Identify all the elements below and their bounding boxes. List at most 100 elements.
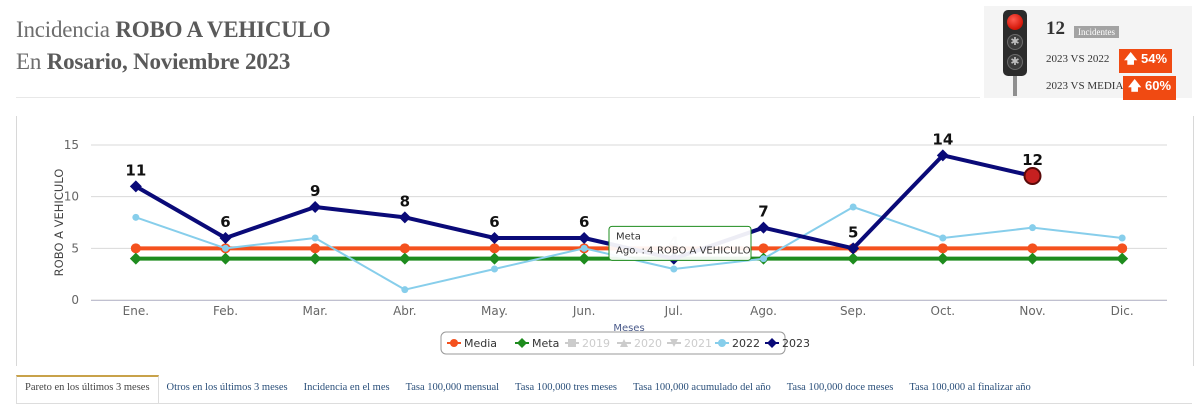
y-tick-label: 10 xyxy=(64,190,79,204)
highlighted-point xyxy=(1023,167,1042,185)
comparison-label-media: 2023 VS MEDIA xyxy=(1046,80,1124,92)
tooltip-title: Meta xyxy=(616,231,641,242)
chart-container: 0 5 10 15 Ene. Feb. Mar. Abr. May. Jun. Jul. Ago. Se… xyxy=(16,116,1194,366)
tooltip-box xyxy=(608,225,752,261)
tab-tasa-doce-meses[interactable]: Tasa 100,000 doce meses xyxy=(786,382,894,393)
data-point-2022 xyxy=(939,234,947,242)
tab-tasa-finalizar-ano[interactable]: Tasa 100,000 al finalizar año xyxy=(909,382,1031,393)
legend-item-2020: 2020 xyxy=(634,337,662,350)
legend-marker-2019 xyxy=(568,339,576,347)
tooltip-value: 4 xyxy=(647,245,653,256)
legend-item-2021: 2021 xyxy=(684,337,712,350)
tab-incidencia-mes[interactable]: Incidencia en el mes xyxy=(303,382,390,393)
off-light-icon: ✱ xyxy=(1007,34,1023,50)
legend-marker-meta xyxy=(517,338,527,348)
data-label-2023: 6 xyxy=(579,213,589,231)
data-point-meta xyxy=(578,252,591,265)
data-point-meta xyxy=(219,252,232,265)
header-divider xyxy=(16,97,980,98)
data-point-2022 xyxy=(580,244,588,252)
legend-marker-2022 xyxy=(718,339,726,347)
data-point-2022 xyxy=(401,286,409,294)
incident-count-label: Incidentes xyxy=(1074,26,1119,38)
legend-marker-2020 xyxy=(620,339,628,347)
legend-marker-2021 xyxy=(670,339,678,347)
data-point-2023 xyxy=(578,232,591,244)
x-tick-label: Dic. xyxy=(1111,304,1134,318)
data-point-2023 xyxy=(936,149,949,162)
traffic-light-icon: ✱ ✱ xyxy=(1003,10,1027,76)
title-line-crime: Incidencia ROBO A VEHICULO xyxy=(16,17,331,42)
x-tick-label: Jul. xyxy=(664,304,683,318)
data-label-2023: 5 xyxy=(848,223,858,241)
x-tick-label: May. xyxy=(481,304,508,318)
data-point-media xyxy=(130,243,141,254)
x-tick-label: Ago. xyxy=(750,304,777,318)
tab-pareto-3-meses[interactable]: Pareto en los últimos 3 meses xyxy=(16,375,159,403)
tab-otros-3-meses[interactable]: Otros en los últimos 3 meses xyxy=(166,382,288,393)
data-point-meta xyxy=(1026,252,1039,265)
data-point-media xyxy=(310,243,321,254)
data-point-2023 xyxy=(309,201,322,213)
tab-bar: Pareto en los últimos 3 meses Otros en l… xyxy=(16,375,1039,403)
data-label-2023: 7 xyxy=(758,203,768,221)
title-line-location: En Rosario, Noviembre 2023 xyxy=(16,49,291,74)
x-tick-label: Mar. xyxy=(302,304,327,318)
data-point-2022 xyxy=(849,203,857,211)
legend-marker-2023 xyxy=(767,338,777,348)
red-light-icon xyxy=(1007,14,1023,30)
data-point-meta xyxy=(398,252,411,265)
data-label-2023: 12 xyxy=(1022,151,1043,169)
data-point-2023 xyxy=(757,221,770,234)
x-tick-label: Feb. xyxy=(213,304,238,318)
data-point-2023 xyxy=(129,180,142,193)
legend-marker-media xyxy=(450,339,458,347)
tooltip-month: Ago. : xyxy=(616,245,645,256)
data-label-2023: 6 xyxy=(220,213,230,231)
x-tick-label: Abr. xyxy=(393,304,416,318)
comparison-badge-media: 🡅 60% xyxy=(1123,76,1177,100)
data-label-2023: 8 xyxy=(400,192,410,210)
data-point-meta xyxy=(1116,252,1129,265)
data-point-media xyxy=(489,243,500,254)
data-label-2023: 9 xyxy=(310,182,320,200)
data-point-2022 xyxy=(670,265,678,273)
tooltip-label: ROBO A VEHICULO xyxy=(657,245,751,256)
data-point-2022 xyxy=(132,213,140,221)
off-light-icon: ✱ xyxy=(1007,54,1023,70)
page-title: Incidencia ROBO A VEHICULO En Rosario, N… xyxy=(16,14,331,78)
tab-tasa-tres-meses[interactable]: Tasa 100,000 tres meses xyxy=(515,382,617,393)
data-point-media xyxy=(937,243,948,254)
legend-box xyxy=(440,331,786,355)
y-tick-label: 15 xyxy=(64,138,79,152)
tab-tasa-mensual[interactable]: Tasa 100,000 mensual xyxy=(405,382,500,393)
x-tick-label: Nov. xyxy=(1019,304,1045,318)
data-point-meta xyxy=(488,252,501,265)
data-point-2022 xyxy=(1118,234,1126,242)
traffic-light-pole xyxy=(1013,76,1017,96)
data-point-2023 xyxy=(488,232,501,244)
legend-item-meta: Meta xyxy=(532,337,559,350)
tab-tasa-acumulado[interactable]: Tasa 100,000 acumulado del año xyxy=(632,382,771,393)
data-point-meta xyxy=(847,252,860,265)
legend-item-2023: 2023 xyxy=(782,337,810,350)
tabs-divider xyxy=(16,403,1192,404)
y-tick-label: 5 xyxy=(71,241,79,255)
arrow-up-icon: 🡅 xyxy=(1124,51,1138,66)
x-axis-title: Meses xyxy=(613,323,644,334)
incident-count: 12 xyxy=(1046,18,1065,39)
data-point-media xyxy=(758,243,769,254)
data-point-media xyxy=(399,243,410,254)
data-point-2023 xyxy=(219,232,232,244)
stats-panel: ✱ ✱ 12 Incidentes 2023 VS 2022 🡅 54% 202… xyxy=(984,6,1192,100)
data-label-2023: 11 xyxy=(125,161,146,179)
line-chart: 0 5 10 15 Ene. Feb. Mar. Abr. May. Jun. Jul. Ago. Se… xyxy=(52,130,1167,355)
arrow-up-icon: 🡅 xyxy=(1128,78,1142,93)
data-point-2022 xyxy=(760,255,767,263)
y-axis-title: ROBO A VEHICULO xyxy=(52,169,66,277)
data-label-2023: 6 xyxy=(489,213,499,231)
data-point-meta xyxy=(936,252,949,265)
data-point-2022 xyxy=(222,244,229,252)
data-point-meta xyxy=(129,252,142,265)
y-tick-label: 0 xyxy=(71,293,79,307)
